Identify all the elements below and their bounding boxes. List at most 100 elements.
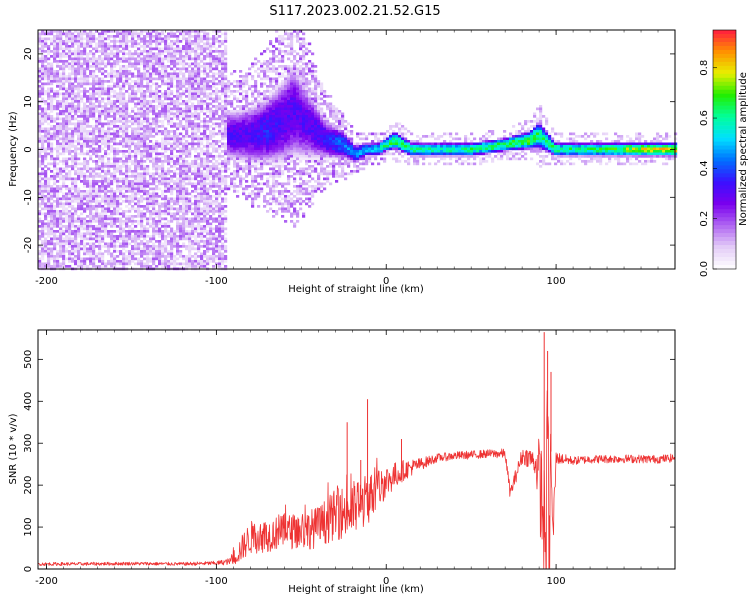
spectrogram-cell	[53, 127, 57, 131]
spectrogram-cell	[122, 105, 126, 108]
spectrogram-cell	[62, 167, 66, 171]
spectrogram-cell	[218, 122, 222, 126]
spectrogram-cell	[155, 47, 159, 51]
spectrogram-cell	[59, 87, 63, 91]
spectrogram-cell	[146, 132, 150, 136]
spectrogram-cell	[149, 195, 153, 198]
spectrogram-cell	[161, 102, 165, 106]
spectrogram-cell	[212, 255, 216, 258]
spectrogram-cell	[185, 160, 189, 163]
spectrogram-cell	[137, 247, 141, 251]
spectrogram-cell	[110, 187, 114, 191]
spectrogram-cell	[77, 37, 81, 41]
spectrogram-cell	[224, 47, 228, 51]
spectrogram-cell	[152, 252, 156, 256]
spectrogram-cell	[98, 175, 102, 178]
spectrogram-cell	[53, 207, 57, 211]
spectrogram-cell	[185, 162, 189, 166]
spectrogram-cell	[143, 45, 147, 48]
spectrogram-cell	[137, 222, 141, 226]
spectrogram-cell	[170, 50, 174, 53]
spectrogram-cell	[86, 90, 90, 93]
spectrogram-cell	[128, 85, 132, 88]
spectrogram-cell	[152, 165, 156, 168]
spectrogram-cell	[149, 122, 153, 126]
spectrogram-cell	[173, 180, 177, 183]
spectrogram-cell	[140, 75, 144, 78]
spectrogram-cell	[194, 70, 198, 73]
spectrogram-cell	[68, 127, 72, 131]
spectrogram-cell	[80, 57, 84, 61]
spectrogram-cell	[179, 225, 183, 228]
spectrogram-cell	[137, 242, 141, 246]
spectrogram-cell	[98, 45, 102, 48]
spectrogram-cell	[188, 42, 192, 46]
spectrogram-cell	[41, 92, 45, 96]
spectrogram-cell	[98, 82, 102, 86]
spectrogram-cell	[41, 232, 45, 236]
spectrogram-cell	[56, 150, 60, 153]
spectrogram-cell	[200, 65, 204, 68]
spectrogram-cell	[47, 142, 51, 146]
spectrogram-cell	[41, 42, 45, 46]
spectrogram-cell	[170, 77, 174, 81]
spectrogram-cell	[176, 167, 180, 171]
spectrogram-cell	[149, 37, 153, 41]
spectrogram-cell	[245, 80, 249, 83]
spectrogram-cell	[194, 150, 198, 153]
spectrogram-cell	[161, 110, 165, 113]
spectrogram-cell	[56, 92, 60, 96]
spectrogram-cell	[248, 147, 252, 151]
spectrogram-cell	[206, 242, 210, 246]
spectrogram-cell	[50, 147, 54, 151]
spectrogram-cell	[101, 30, 105, 33]
spectrogram-cell	[161, 37, 165, 41]
spectrogram-cell	[185, 130, 189, 133]
spectrogram-cell	[197, 205, 201, 208]
spectrogram-cell	[176, 217, 180, 221]
spectrogram-cell	[59, 112, 63, 116]
spectrogram-cell	[131, 117, 135, 121]
spectrogram-cell	[125, 215, 129, 218]
spectrogram-cell	[104, 242, 108, 246]
spectrogram-cell	[119, 262, 123, 266]
spectrogram-cell	[122, 177, 126, 181]
spectrogram-cell	[239, 85, 243, 88]
spectrogram-cell	[80, 247, 84, 251]
spectrogram-cell	[98, 172, 102, 176]
spectrogram-cell	[218, 215, 222, 218]
spectrogram-cell	[173, 175, 177, 178]
spectrogram-cell	[86, 205, 90, 208]
spectrogram-cell	[248, 157, 252, 161]
spectrogram-cell	[167, 162, 171, 166]
spectrogram-cell	[41, 40, 45, 43]
spectrogram-cell	[197, 200, 201, 203]
spectrogram-cell	[104, 140, 108, 143]
spectrogram-cell	[77, 250, 81, 253]
spectrogram-cell	[44, 115, 48, 118]
spectrogram-cell	[62, 100, 66, 103]
spectrogram-cell	[242, 142, 246, 146]
spectrogram-cell	[83, 180, 87, 183]
spectrogram-cell	[56, 122, 60, 126]
spectrogram-cell	[158, 120, 162, 123]
spectrogram-cell	[191, 130, 195, 133]
spectrogram-cell	[170, 197, 174, 201]
spectrogram-cell	[218, 40, 222, 43]
spectrogram-cell	[206, 62, 210, 66]
spectrogram-cell	[101, 112, 105, 116]
spectrogram-cell	[194, 135, 198, 138]
spectrogram-cell	[74, 227, 78, 231]
spectrogram-cell	[62, 60, 66, 63]
spectrogram-cell	[200, 52, 204, 56]
spectrogram-cell	[221, 150, 225, 153]
spectrogram-cell	[143, 60, 147, 63]
spectrogram-cell	[182, 117, 186, 121]
spectrogram-cell	[128, 160, 132, 163]
spectrogram-cell	[101, 182, 105, 186]
spectrogram-cell	[164, 112, 168, 116]
spectrogram-cell	[191, 87, 195, 91]
spectrogram-cell	[218, 57, 222, 61]
spectrogram-cell	[134, 35, 138, 38]
spectrogram-cell	[83, 60, 87, 63]
